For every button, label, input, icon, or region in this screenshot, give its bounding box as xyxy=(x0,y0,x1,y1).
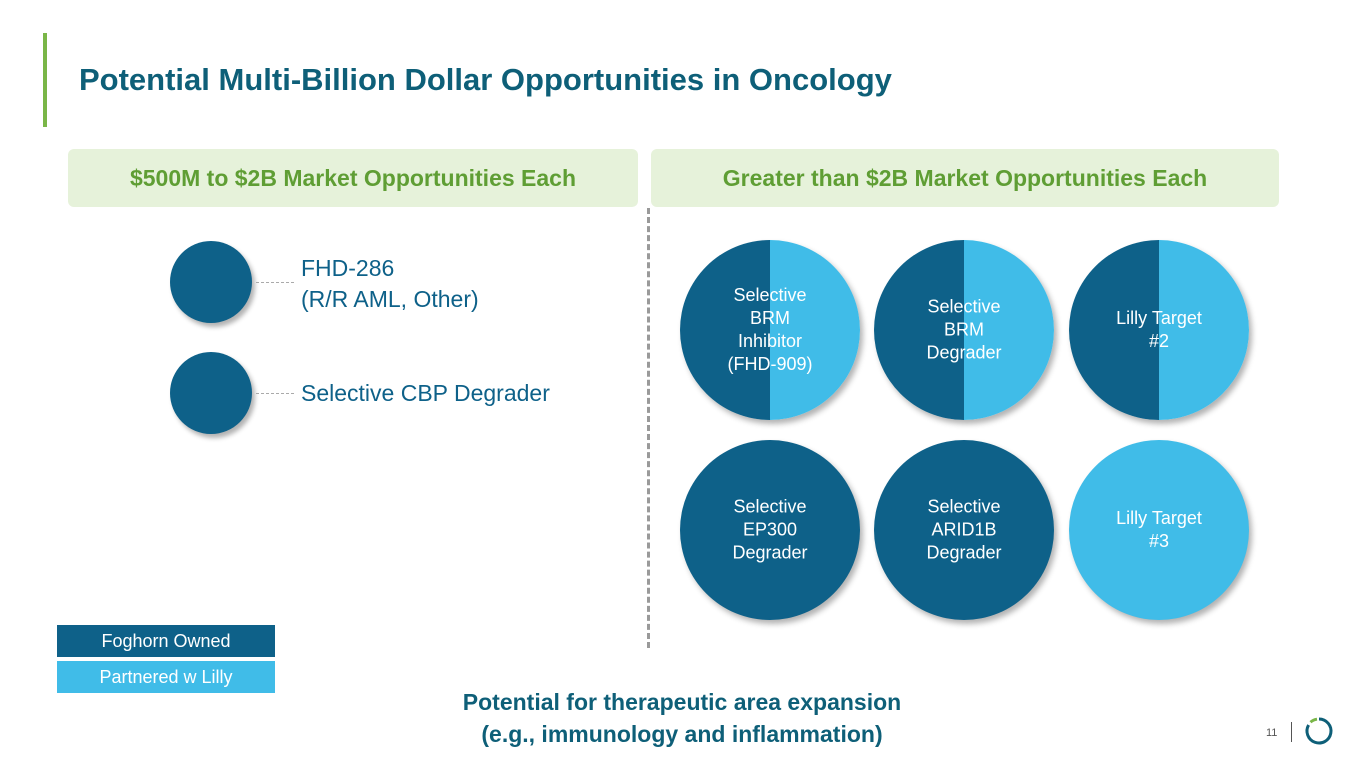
fhd-286-circle xyxy=(170,241,252,323)
section-divider xyxy=(647,208,650,648)
cbp-degrader-label: Selective CBP Degrader xyxy=(301,380,550,406)
fhd-286-connector xyxy=(256,282,294,283)
expansion-note: Potential for therapeutic area expansion… xyxy=(462,689,902,747)
title-accent-bar xyxy=(43,33,47,127)
fhd-286-label: FHD-286 (R/R AML, Other) xyxy=(301,255,479,312)
page-number: 11 xyxy=(1266,727,1278,739)
legend-partnered-lilly: Partnered w Lilly xyxy=(57,661,275,693)
brm-inhibitor-label: Selective BRM Inhibitor (FHD-909) xyxy=(727,285,813,374)
footer-separator xyxy=(1291,722,1292,742)
brm-degrader-label: Selective BRM Degrader xyxy=(926,296,1002,363)
lilly-target-3-label: Lilly Target #3 xyxy=(1116,508,1202,551)
ep300-degrader-label: Selective EP300 Degrader xyxy=(732,496,808,563)
right-section-header: Greater than $2B Market Opportunities Ea… xyxy=(651,149,1279,207)
cbp-degrader-connector xyxy=(256,393,294,394)
lilly-target-2-label: Lilly Target #2 xyxy=(1116,308,1202,351)
cbp-degrader-circle xyxy=(170,352,252,434)
ep300-degrader-circle: Selective EP300 Degrader xyxy=(680,440,860,620)
arid1b-degrader-label: Selective ARID1B Degrader xyxy=(926,496,1002,563)
lilly-target-2-circle: Lilly Target #2 xyxy=(1069,240,1249,420)
brm-inhibitor-circle: Selective BRM Inhibitor (FHD-909) xyxy=(680,240,860,420)
brm-degrader-circle: Selective BRM Degrader xyxy=(874,240,1054,420)
legend-foghorn-owned: Foghorn Owned xyxy=(57,625,275,657)
foghorn-logo-icon xyxy=(1305,717,1333,745)
slide-title: Potential Multi-Billion Dollar Opportuni… xyxy=(79,62,892,97)
lilly-target-3-circle: Lilly Target #3 xyxy=(1069,440,1249,620)
left-section-header: $500M to $2B Market Opportunities Each xyxy=(68,149,638,207)
arid1b-degrader-circle: Selective ARID1B Degrader xyxy=(874,440,1054,620)
